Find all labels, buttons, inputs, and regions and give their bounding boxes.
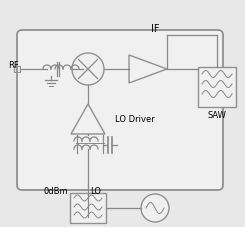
Text: LO Driver: LO Driver xyxy=(115,114,155,123)
Text: IF: IF xyxy=(151,24,159,34)
Bar xyxy=(14,66,20,72)
Bar xyxy=(70,193,106,223)
Text: RF: RF xyxy=(8,62,19,71)
Circle shape xyxy=(141,194,169,222)
Polygon shape xyxy=(71,104,105,134)
Text: SAW: SAW xyxy=(208,111,226,120)
Polygon shape xyxy=(129,55,167,83)
Text: 0dBm: 0dBm xyxy=(43,188,68,197)
Text: LO: LO xyxy=(90,188,101,197)
Bar xyxy=(198,67,236,107)
FancyBboxPatch shape xyxy=(17,30,223,190)
Circle shape xyxy=(72,53,104,85)
